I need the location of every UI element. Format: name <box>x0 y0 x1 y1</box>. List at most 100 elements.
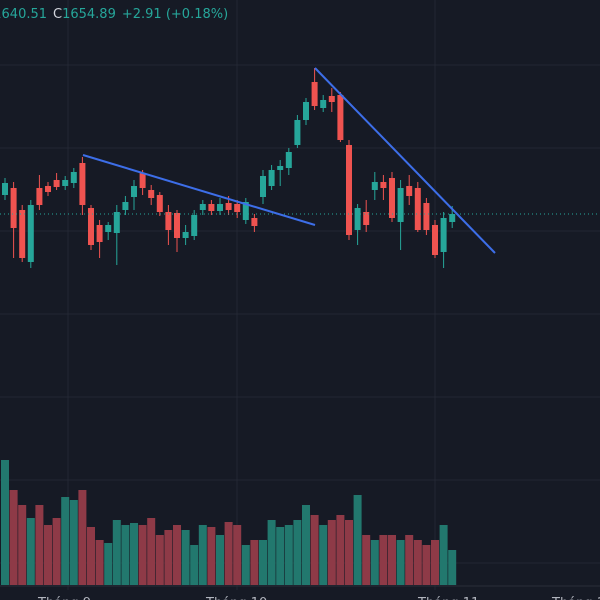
candle-body <box>45 186 51 192</box>
volume-bar <box>370 540 379 585</box>
volume-bar <box>327 520 336 585</box>
candle-body <box>2 183 8 195</box>
candle-body <box>294 120 301 145</box>
volume-bar <box>284 525 293 585</box>
candle-body <box>113 212 120 233</box>
volume-bar <box>121 525 130 585</box>
candle-body <box>62 180 69 186</box>
candle-body <box>156 195 163 212</box>
volume-bar <box>250 540 259 585</box>
header-value: 1654.89 <box>62 7 116 22</box>
volume-bar <box>198 525 207 585</box>
candle-body <box>79 163 86 205</box>
volume-layer <box>1 460 457 585</box>
candle-body <box>414 188 421 230</box>
candle-body <box>432 225 438 255</box>
candle-body <box>423 203 430 230</box>
candle-body <box>36 188 43 205</box>
candle-body <box>217 204 223 211</box>
candle-body <box>131 186 137 197</box>
candle-body <box>277 166 284 170</box>
volume-bar <box>95 540 104 585</box>
volume-bar <box>259 540 267 585</box>
volume-bar <box>353 495 362 585</box>
candle-body <box>165 212 172 230</box>
volume-bar <box>216 535 224 585</box>
volume-bar <box>224 522 233 585</box>
candle-body <box>242 202 249 220</box>
volume-bar <box>18 505 27 585</box>
volume-bar <box>388 535 396 585</box>
candle-body <box>346 145 352 235</box>
candle-body <box>328 96 335 102</box>
volume-bar <box>319 525 328 585</box>
volume-bar <box>448 550 457 585</box>
candle-body <box>449 214 456 222</box>
candle-body <box>105 225 112 232</box>
candle-body <box>354 208 361 230</box>
header-value: +2.91 (+0.18%) <box>122 7 228 22</box>
candle-body <box>268 170 275 186</box>
volume-bar <box>362 535 371 585</box>
candle-body <box>139 173 146 188</box>
volume-bar <box>233 525 242 585</box>
volume-bar <box>310 515 319 585</box>
candle-body <box>363 212 370 225</box>
candle-body <box>397 188 404 222</box>
volume-bar <box>78 490 87 585</box>
volume-bar <box>26 518 35 585</box>
candle-body <box>260 176 266 197</box>
volume-bar <box>104 543 113 585</box>
volume-bar <box>207 527 216 585</box>
candle-body <box>406 186 413 196</box>
candle-body <box>208 204 215 211</box>
x-tick-label: Tháng 9 <box>37 596 91 600</box>
header-label: C <box>53 7 62 22</box>
candle-body <box>440 218 447 252</box>
candle-body <box>10 188 17 228</box>
volume-bar <box>336 515 345 585</box>
volume-bar <box>267 520 276 585</box>
volume-bar <box>164 530 173 585</box>
candle-body <box>320 100 327 108</box>
candle-body <box>182 232 189 238</box>
volume-bar <box>44 525 52 585</box>
volume-bar <box>138 525 147 585</box>
candle-body <box>174 213 180 238</box>
volume-bar <box>396 540 405 585</box>
volume-bar <box>293 520 302 585</box>
x-tick-label: Tháng 11 <box>417 596 479 600</box>
candle-layer <box>0 68 600 268</box>
volume-bar <box>181 530 190 585</box>
trend-line[interactable] <box>82 154 316 226</box>
volume-bar <box>52 518 61 585</box>
header-value: 1640.51 <box>0 7 47 22</box>
candle-body <box>311 82 318 106</box>
candle-body <box>19 210 26 258</box>
candle-body <box>380 182 387 188</box>
candle-body <box>337 95 344 140</box>
volume-bar <box>405 535 414 585</box>
candle-body <box>70 172 77 183</box>
volume-bar <box>9 490 18 585</box>
candle-body <box>199 204 206 210</box>
candle-body <box>27 205 34 262</box>
volume-bar <box>147 518 156 585</box>
volume-bar <box>276 527 285 585</box>
candle-body <box>389 178 395 218</box>
candle-body <box>122 202 129 210</box>
volume-bar <box>35 505 44 585</box>
x-tick-label: Tháng 10 <box>205 596 267 600</box>
candle-body <box>303 102 309 120</box>
volume-bar <box>1 460 9 585</box>
trend-line[interactable] <box>314 67 496 254</box>
volume-bar <box>130 523 138 585</box>
candle-body <box>234 204 241 212</box>
volume-bar <box>302 505 310 585</box>
candle-body <box>251 218 258 226</box>
volume-bar <box>241 545 250 585</box>
candle-body <box>96 225 103 242</box>
candle-body <box>371 182 378 190</box>
volume-bar <box>439 525 448 585</box>
